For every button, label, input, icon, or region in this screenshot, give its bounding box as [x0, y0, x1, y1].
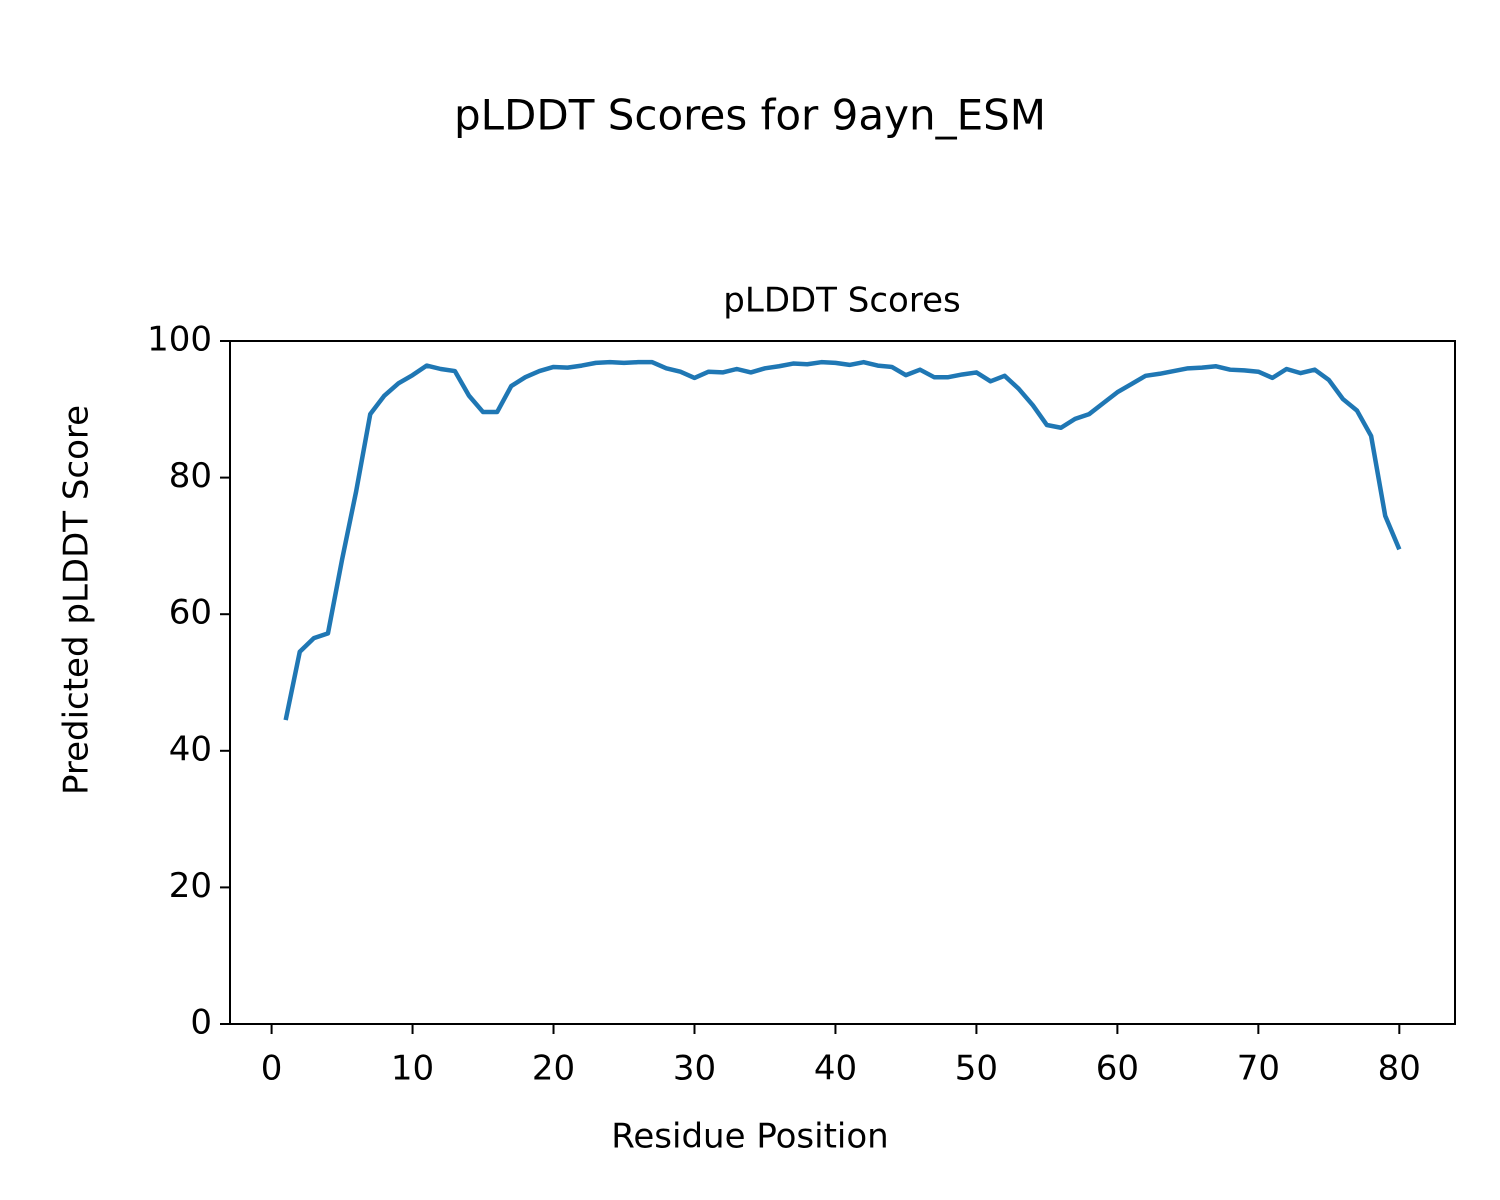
x-tick-label: 10: [391, 1049, 434, 1089]
y-tick-label: 100: [147, 320, 212, 360]
x-tick-label: 20: [532, 1049, 575, 1089]
y-tick-label: 0: [190, 1003, 212, 1043]
x-axis-label: Residue Position: [611, 1117, 888, 1157]
plot-frame: [229, 340, 1456, 1025]
chart-suptitle: pLDDT Scores for 9ayn_ESM: [454, 91, 1046, 140]
x-tick-label: 70: [1237, 1049, 1280, 1089]
x-tick-label: 0: [261, 1049, 283, 1089]
x-tick-label: 50: [955, 1049, 998, 1089]
x-tick-label: 40: [814, 1049, 857, 1089]
y-tick-label: 20: [169, 866, 212, 906]
y-tick-label: 40: [169, 729, 212, 769]
y-axis-label: Predicted pLDDT Score: [57, 405, 97, 795]
x-tick-label: 80: [1378, 1049, 1421, 1089]
y-tick-label: 80: [169, 456, 212, 496]
y-tick-label: 60: [169, 593, 212, 633]
chart-title: pLDDT Scores: [723, 281, 960, 321]
data-line: [283, 359, 1402, 721]
x-tick-label: 60: [1096, 1049, 1139, 1089]
x-tick-label: 30: [673, 1049, 716, 1089]
